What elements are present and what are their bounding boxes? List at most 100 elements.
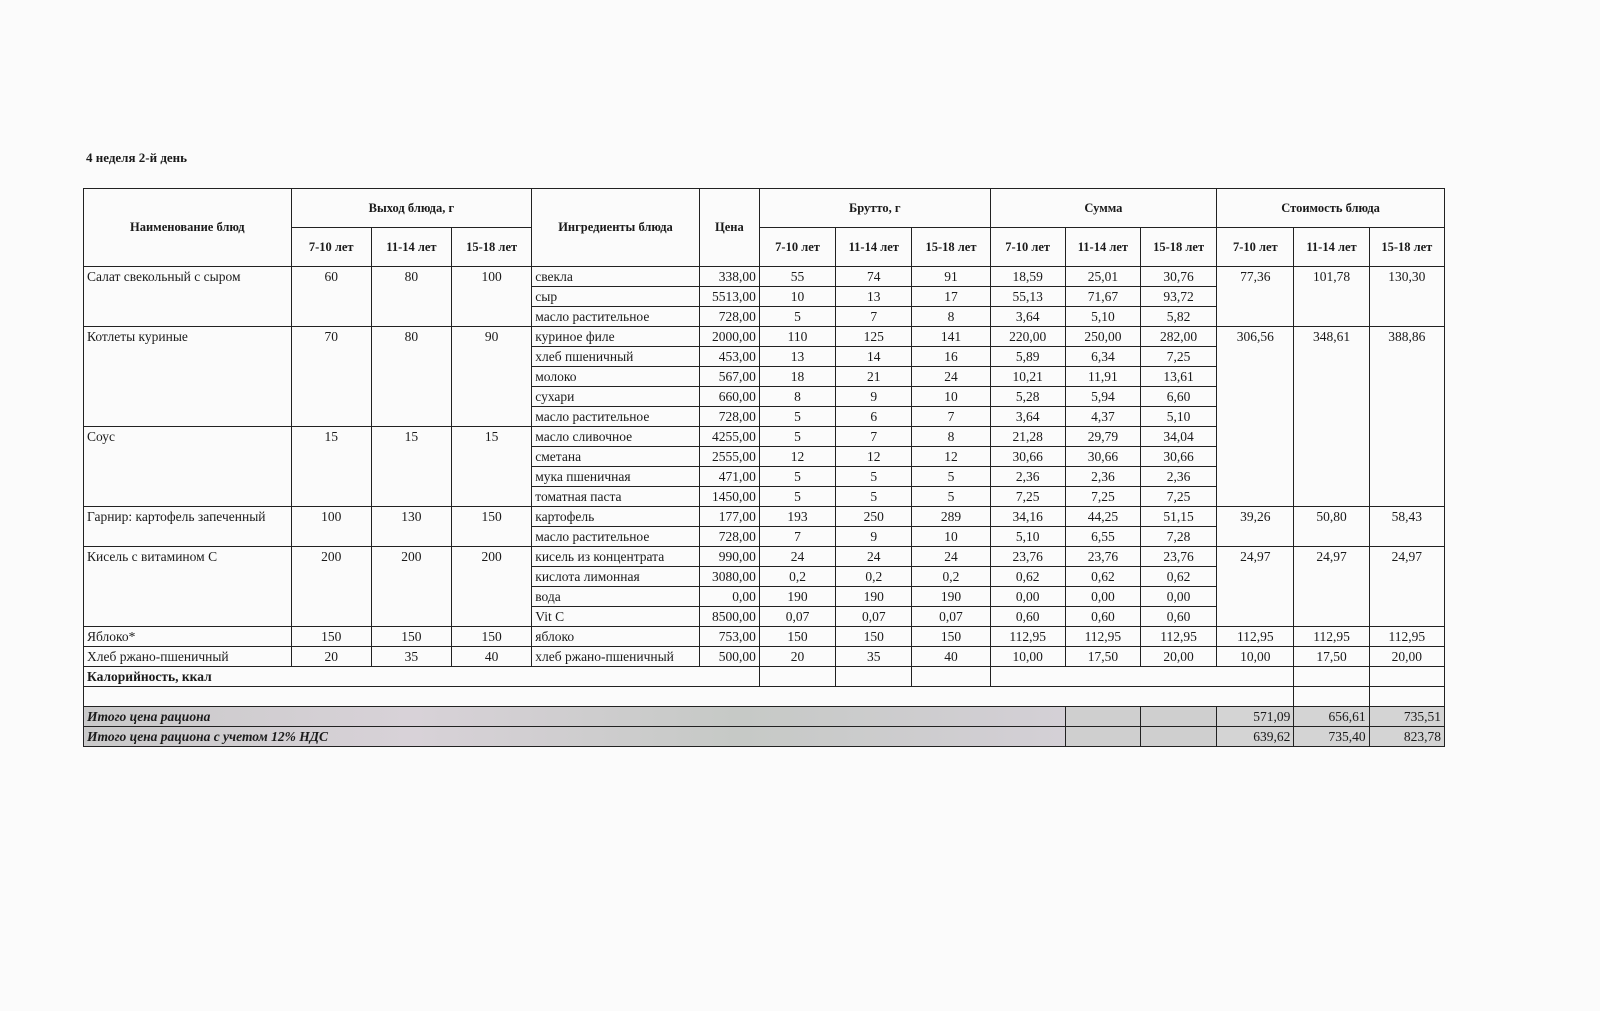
ingredient-sum: 220,00	[989, 326, 1066, 347]
dish-cost: 10,00	[1216, 646, 1295, 667]
ingredient-sum: 6,55	[1064, 526, 1141, 547]
ingredient-price: 990,00	[698, 546, 760, 567]
header-age: 15-18 лет	[451, 227, 533, 267]
ingredient-sum: 7,25	[1064, 486, 1141, 507]
ingredient-brutto: 12	[911, 446, 991, 467]
header-ingredients: Ингредиенты блюда	[531, 188, 700, 267]
ingredient-sum: 0,00	[1064, 586, 1141, 607]
ingredient-brutto: 5	[911, 466, 991, 487]
dish-output: 90	[451, 326, 533, 427]
ingredient-brutto: 24	[758, 546, 837, 567]
ingredient-sum: 5,94	[1064, 386, 1141, 407]
dish-output: 40	[451, 646, 533, 667]
ingredient-name: куриное филе	[531, 326, 700, 347]
ingredient-price: 567,00	[698, 366, 760, 387]
calories-cell	[758, 666, 837, 687]
ingredient-name: хлеб ржано-пшеничный	[531, 646, 700, 667]
ingredient-sum: 282,00	[1139, 326, 1218, 347]
ingredient-brutto: 193	[758, 506, 837, 527]
ingredient-brutto: 35	[835, 646, 913, 667]
ingredient-sum: 0,00	[1139, 586, 1218, 607]
ingredient-name: картофель	[531, 506, 700, 527]
ingredient-sum: 0,60	[989, 606, 1066, 627]
ingredient-name: сыр	[531, 286, 700, 307]
ingredient-brutto: 289	[911, 506, 991, 527]
ingredient-sum: 2,36	[989, 466, 1066, 487]
ingredient-brutto: 18	[758, 366, 837, 387]
calories-label: Калорийность, ккал	[83, 666, 760, 687]
ingredient-sum: 0,60	[1064, 606, 1141, 627]
ingredient-price: 5513,00	[698, 286, 760, 307]
table-row: сыр 5513,00 10 13 17 55,13 71,67 93,72	[84, 286, 1445, 307]
dish-cost: 24,97	[1293, 546, 1370, 627]
ingredient-price: 500,00	[698, 646, 760, 667]
calories-cell	[1293, 666, 1370, 687]
ingredient-brutto: 110	[758, 326, 837, 347]
ingredient-sum: 3,64	[989, 406, 1066, 427]
ingredient-brutto: 14	[835, 346, 913, 367]
dish-cost: 306,56	[1216, 326, 1295, 507]
ingredient-sum: 30,66	[989, 446, 1066, 467]
ingredient-brutto: 141	[911, 326, 991, 347]
ingredient-name: Vit C	[531, 606, 700, 627]
calories-blank	[989, 666, 1295, 687]
ingredient-name: вода	[531, 586, 700, 607]
dish-cost: 112,95	[1216, 626, 1295, 647]
dish-cost: 112,95	[1368, 626, 1446, 647]
ingredient-brutto: 190	[911, 586, 991, 607]
ingredient-brutto: 7	[835, 426, 913, 447]
ingredient-sum: 6,34	[1064, 346, 1141, 367]
header-brutto: Брутто, г	[758, 188, 991, 228]
ingredient-sum: 112,95	[989, 626, 1066, 647]
header-dish-name: Наименование блюд	[83, 188, 292, 267]
ingredient-name: томатная паста	[531, 486, 700, 507]
ingredient-sum: 51,15	[1139, 506, 1218, 527]
page-title: 4 неделя 2-й день	[86, 150, 188, 165]
ingredient-brutto: 8	[911, 306, 991, 327]
table-row: Vit C 8500,00 0,07 0,07 0,07 0,60 0,60 0,60	[84, 606, 1445, 627]
ingredient-price: 0,00	[698, 586, 760, 607]
dish-output: 15	[370, 426, 453, 507]
ingredient-sum: 7,25	[989, 486, 1066, 507]
ingredient-sum: 7,28	[1139, 526, 1218, 547]
ingredient-sum: 112,95	[1064, 626, 1141, 647]
header-age: 15-18 лет	[1368, 227, 1446, 267]
ingredient-sum: 0,62	[989, 566, 1066, 587]
blank-cell	[82, 686, 1295, 707]
table-row: Яблоко* 150 150 150 яблоко 753,00 150 150 150 112…	[83, 626, 1446, 647]
ingredient-brutto: 0,2	[911, 566, 991, 587]
calories-cell	[835, 666, 913, 687]
header-age: 11-14 лет	[1293, 227, 1370, 267]
ingredient-sum: 2,36	[1064, 466, 1141, 487]
ingredient-name: сухари	[531, 386, 700, 407]
dish-output: 60	[290, 266, 372, 327]
ingredient-sum: 5,82	[1139, 306, 1218, 327]
dish-output: 20	[290, 646, 372, 667]
dish-output: 200	[370, 546, 453, 627]
table-row: молоко 567,00 18 21 24 10,21 11,91 13,61	[84, 366, 1445, 387]
total-value: 639,62	[1216, 726, 1295, 747]
ingredient-brutto: 24	[911, 366, 991, 387]
ingredient-price: 453,00	[698, 346, 760, 367]
dish-cost: 24,97	[1216, 546, 1295, 627]
total-blank	[1064, 726, 1141, 747]
ingredient-brutto: 10	[911, 526, 991, 547]
table-row: Котлеты куриные 70 80 90 куриное филе 2000,00…	[83, 326, 1446, 507]
ingredient-sum: 5,10	[1064, 306, 1141, 327]
dish-output: 100	[451, 266, 533, 327]
ingredient-name: масло сливочное	[531, 426, 700, 447]
header-sum: Сумма	[989, 188, 1218, 228]
ingredient-sum: 7,25	[1139, 346, 1218, 367]
dish-output: 130	[370, 506, 453, 547]
ingredient-price: 728,00	[698, 406, 760, 427]
ingredient-brutto: 6	[835, 406, 913, 427]
ingredient-name: масло растительное	[531, 526, 700, 547]
dish-cost: 112,95	[1293, 626, 1370, 647]
ingredient-brutto: 91	[911, 266, 991, 287]
ingredient-sum: 0,60	[1139, 606, 1218, 627]
header-price: Цена	[698, 188, 760, 267]
ingredient-brutto: 7	[758, 526, 837, 547]
calories-cell	[1368, 666, 1446, 687]
ingredient-sum: 112,95	[1139, 626, 1218, 647]
ingredient-sum: 34,16	[989, 506, 1066, 527]
